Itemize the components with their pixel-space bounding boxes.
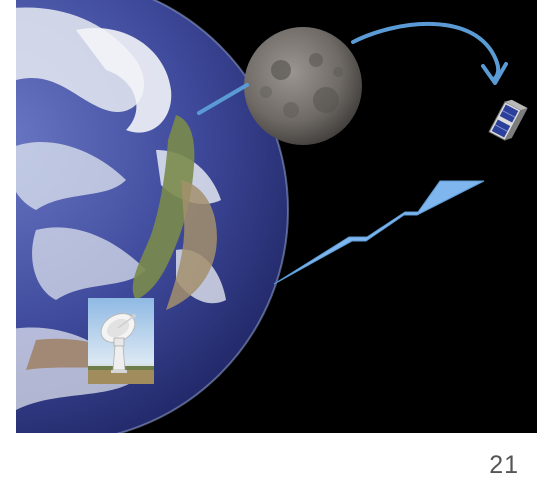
signal-bolt [273, 180, 485, 285]
earth [16, 0, 289, 433]
earth-moon-link [197, 83, 249, 115]
satellite-icon [488, 99, 528, 141]
space-background [16, 0, 537, 433]
moon-to-satellite-arrow [351, 22, 508, 85]
moon [244, 27, 362, 145]
page-number: 21 [489, 451, 519, 479]
scene-illustration [16, 0, 528, 433]
radio-dish-icon [88, 298, 154, 384]
